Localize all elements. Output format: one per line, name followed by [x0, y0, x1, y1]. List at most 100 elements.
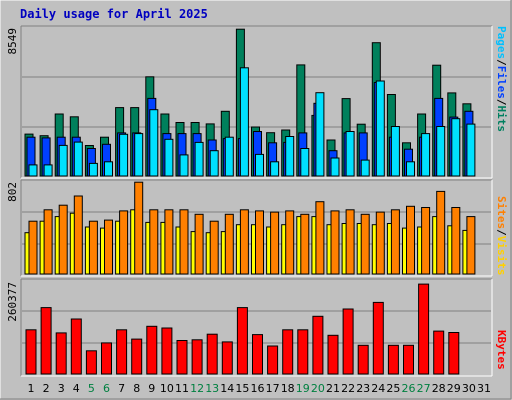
bar-kbytes-day-14: [221, 341, 233, 375]
bar-kbytes-day-8: [131, 338, 143, 375]
bar-kbytes-day-5: [85, 350, 97, 375]
bar-kbytes-day-12: [191, 339, 203, 375]
bar-kbytes-day-25: [387, 344, 399, 375]
bar-sites-day-9: [149, 209, 159, 275]
bar-sites-day-2: [43, 209, 53, 275]
bar-pages-day-19: [300, 148, 310, 177]
x-tick-label: 18: [280, 382, 295, 395]
legend-text-kbytes: KBytes: [495, 330, 508, 370]
x-tick-label: 15: [235, 382, 250, 395]
x-tick-label: 8: [133, 382, 141, 395]
bar-pages-day-15: [239, 67, 249, 177]
x-tick-label: 19: [295, 382, 310, 395]
bar-kbytes-day-10: [161, 327, 173, 375]
bar-kbytes-day-27: [418, 283, 430, 375]
legend-pages-files-hits: Pages/Files/Hits: [494, 26, 508, 132]
x-tick-label: 29: [446, 382, 461, 395]
legend-text-slash: /: [495, 59, 508, 66]
bar-kbytes-day-9: [146, 325, 158, 375]
chart-title: Daily usage for April 2025: [20, 7, 208, 21]
y-max-label-hits: 8549: [6, 28, 19, 55]
bar-sites-day-17: [270, 211, 280, 275]
bar-pages-day-25: [390, 126, 400, 177]
legend-text-slash: /: [495, 98, 508, 106]
bar-sites-day-14: [224, 213, 234, 275]
x-tick-label: 9: [148, 382, 156, 395]
x-tick-label: 10: [159, 382, 174, 395]
bar-pages-day-29: [451, 118, 461, 177]
bar-pages-day-1: [28, 164, 38, 177]
bar-kbytes-day-23: [357, 344, 369, 375]
bar-pages-day-12: [194, 141, 204, 177]
bar-sites-day-7: [119, 210, 129, 275]
bar-sites-day-29: [451, 207, 461, 275]
x-tick-label: 25: [386, 382, 401, 395]
bar-kbytes-day-2: [40, 307, 52, 375]
bar-pages-day-18: [285, 136, 295, 177]
panel-kbytes: [20, 278, 493, 377]
bar-sites-day-12: [194, 213, 204, 275]
x-tick-label: 2: [42, 382, 50, 395]
bar-sites-day-30: [466, 216, 476, 275]
bar-sites-day-16: [255, 210, 264, 275]
bar-sites-day-24: [375, 211, 385, 275]
x-tick-label: 12: [190, 382, 205, 395]
bar-kbytes-day-21: [327, 334, 339, 375]
bar-kbytes-day-13: [206, 333, 218, 375]
x-tick-label: 5: [87, 382, 95, 395]
bar-pages-day-21: [330, 157, 340, 177]
x-tick-label: 6: [103, 382, 110, 395]
bar-sites-day-6: [104, 219, 113, 275]
x-tick-label: 3: [57, 382, 65, 395]
bar-sites-day-5: [88, 220, 98, 275]
bar-kbytes-day-29: [448, 332, 460, 375]
bar-sites-day-28: [436, 190, 446, 275]
bar-kbytes-day-15: [236, 307, 248, 375]
legend-text-visits: Visits: [495, 235, 508, 276]
bar-pages-day-23: [360, 159, 370, 177]
bar-kbytes-day-24: [372, 301, 384, 375]
bar-sites-day-23: [360, 213, 370, 275]
bar-kbytes-day-28: [433, 330, 445, 375]
bar-kbytes-day-16: [252, 334, 263, 375]
bar-pages-day-3: [58, 144, 68, 177]
bar-pages-day-22: [345, 131, 355, 177]
bar-sites-day-3: [58, 204, 68, 275]
bar-pages-day-20: [315, 92, 325, 177]
bar-pages-day-8: [134, 133, 144, 177]
bar-sites-day-22: [345, 209, 355, 275]
x-tick-label: 30: [461, 382, 476, 395]
bar-pages-day-17: [270, 161, 280, 177]
bar-kbytes-day-11: [176, 340, 188, 375]
x-tick-label: 20: [310, 382, 325, 395]
bar-pages-day-24: [375, 80, 385, 177]
bar-sites-day-1: [28, 220, 38, 275]
x-tick-label: 26: [401, 382, 416, 395]
bar-pages-day-5: [88, 162, 98, 177]
panel-visits-sites: [20, 179, 493, 277]
legend-text-files: Files: [495, 65, 508, 99]
bar-pages-day-11: [179, 154, 189, 177]
bar-kbytes-day-1: [25, 329, 37, 375]
bar-sites-day-25: [390, 209, 400, 275]
bar-kbytes-day-7: [116, 329, 128, 375]
x-tick-label: 11: [175, 382, 189, 395]
bar-pages-day-13: [209, 150, 219, 177]
x-tick-label: 14: [220, 382, 235, 395]
x-tick-label: 1: [27, 382, 35, 395]
bar-pages-day-2: [43, 164, 53, 177]
x-tick-label: 16: [250, 382, 265, 395]
x-tick-label: 7: [118, 382, 126, 395]
x-tick-label: 13: [205, 382, 220, 395]
bar-pages-day-28: [436, 126, 446, 177]
bar-pages-day-6: [104, 161, 113, 177]
x-tick-label: 21: [326, 382, 340, 395]
bar-sites-day-13: [209, 220, 219, 275]
x-tick-label: 22: [341, 382, 356, 395]
bar-sites-day-4: [73, 195, 83, 275]
legend-text-hits: Hits: [495, 105, 508, 133]
x-tick-label: 17: [265, 382, 280, 395]
bar-sites-day-10: [164, 209, 174, 275]
